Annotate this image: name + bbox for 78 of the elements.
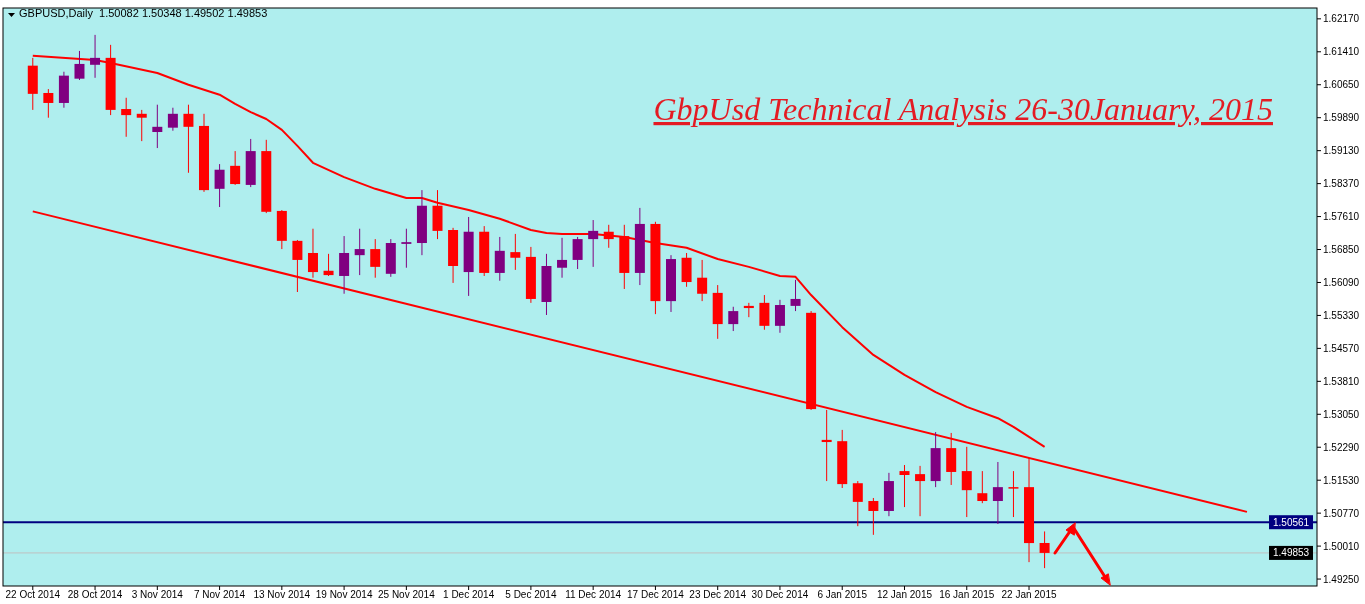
x-tick-label: 28 Oct 2014 [67, 589, 123, 600]
candlestick [1039, 530, 1050, 569]
candlestick [899, 464, 910, 508]
candlestick [183, 104, 194, 174]
candlestick [494, 236, 505, 282]
y-tick-label: 1.56090 [1323, 276, 1360, 288]
candlestick [557, 237, 568, 279]
x-tick-label: 5 Dec 2014 [505, 589, 557, 600]
candlestick [167, 107, 178, 132]
candlestick [821, 409, 832, 482]
text: GbpUsd Technical Analysis 26-30January, 2015 [653, 91, 1273, 127]
candlestick [961, 446, 972, 518]
candlestick [946, 432, 957, 486]
candlestick [790, 279, 801, 312]
candlestick [136, 109, 147, 142]
y-tick-label: 1.59130 [1323, 145, 1360, 157]
y-tick-label: 1.62170 [1323, 13, 1360, 25]
y-tick-label: 1.53810 [1323, 375, 1360, 387]
y-tick-label: 1.60650 [1323, 79, 1360, 91]
x-tick-label: 6 Jan 2015 [817, 589, 868, 600]
candlestick [90, 34, 101, 79]
candlestick [774, 299, 785, 334]
x-tick-label: 11 Dec 2014 [565, 589, 622, 600]
x-tick-label: 7 Nov 2014 [194, 589, 246, 600]
x-tick-label: 22 Oct 2014 [5, 589, 61, 600]
candlestick [572, 236, 583, 270]
candlestick [697, 259, 708, 302]
candlestick [339, 235, 350, 295]
candlestick [603, 224, 614, 249]
y-tick-label: 1.50770 [1323, 507, 1360, 519]
y-tick-label: 1.53050 [1323, 408, 1360, 420]
y-tick-label: 1.51530 [1323, 474, 1360, 486]
y-tick-label: 1.57610 [1323, 211, 1360, 223]
candlestick [354, 228, 365, 276]
candlestick [759, 294, 770, 331]
ref-line-label: 1.49853 [1273, 547, 1310, 559]
candlestick [1008, 470, 1019, 518]
chart-subtitle: GBPUSD,Daily 1.50082 1.50348 1.49502 1.49853 [19, 7, 268, 19]
candlestick [868, 497, 879, 536]
candlestick [152, 104, 163, 149]
candlestick [307, 228, 318, 279]
x-tick-label: 25 Nov 2014 [378, 589, 436, 600]
y-tick-label: 1.52290 [1323, 441, 1360, 453]
candlestick [323, 253, 334, 277]
y-tick-label: 1.49250 [1323, 573, 1360, 585]
y-tick-label: 1.50010 [1323, 540, 1360, 552]
candlestick [992, 461, 1003, 525]
y-tick-label: 1.58370 [1323, 178, 1360, 190]
x-tick-label: 23 Dec 2014 [689, 589, 747, 600]
candlestick [588, 219, 599, 268]
x-tick-label: 17 Dec 2014 [627, 589, 685, 600]
candlestick [43, 88, 54, 119]
x-tick-label: 30 Dec 2014 [751, 589, 809, 600]
candlestick [370, 238, 381, 279]
candlestick [292, 239, 303, 293]
x-tick-label: 12 Jan 2015 [876, 589, 933, 600]
x-tick-label: 19 Nov 2014 [315, 589, 373, 600]
y-tick-label: 1.54570 [1323, 342, 1360, 354]
x-tick-label: 1 Dec 2014 [443, 589, 495, 600]
x-tick-label: 16 Jan 2015 [939, 589, 995, 600]
candlestick [510, 233, 521, 271]
x-tick-label: 22 Jan 2015 [1001, 589, 1057, 600]
candlestick [915, 465, 926, 517]
candlestick [121, 97, 132, 138]
candlestick [401, 228, 412, 269]
y-tick-label: 1.59890 [1323, 112, 1360, 124]
candlestick [214, 163, 225, 208]
candlestick [230, 150, 241, 186]
y-tick-label: 1.61410 [1323, 46, 1360, 58]
candlestick [977, 470, 988, 504]
candlestick [728, 306, 739, 332]
y-tick-label: 1.56850 [1323, 244, 1360, 256]
x-tick-label: 13 Nov 2014 [253, 589, 311, 600]
x-tick-label: 3 Nov 2014 [131, 589, 184, 600]
candlestick [852, 480, 863, 527]
ref-line-label: 1.50561 [1273, 516, 1310, 528]
y-tick-label: 1.55330 [1323, 309, 1360, 321]
candlestick [74, 50, 85, 81]
